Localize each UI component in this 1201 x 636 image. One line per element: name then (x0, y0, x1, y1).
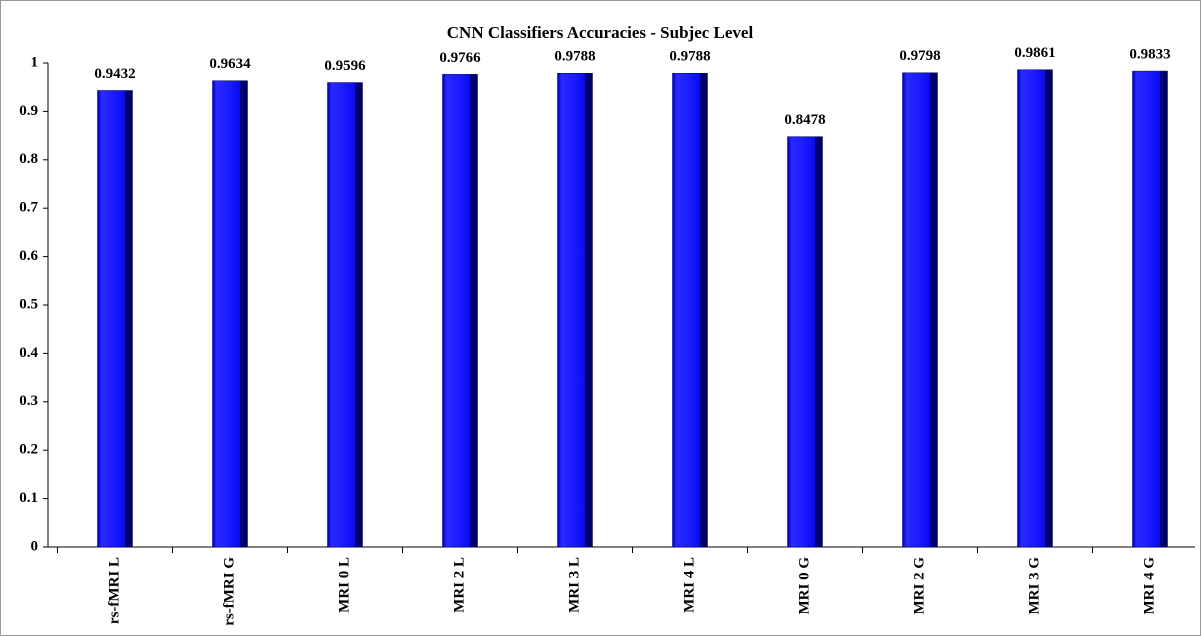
value-label: 0.9798 (899, 48, 940, 64)
value-label: 0.9766 (439, 50, 481, 66)
y-tick-label: 0.6 (19, 248, 38, 264)
bar (1017, 69, 1053, 548)
y-tick-label: 1 (31, 54, 39, 70)
bar (327, 82, 363, 548)
value-label: 0.9833 (1129, 47, 1170, 63)
y-tick-label: 0.1 (19, 490, 38, 506)
value-label: 0.9634 (209, 56, 251, 72)
x-tick-label: MRI 3 G (1026, 557, 1042, 615)
x-tick-label: MRI 2 G (911, 557, 927, 615)
bar (212, 80, 248, 548)
x-tick-label: rs-fMRI L (106, 557, 122, 624)
bar (1132, 70, 1168, 548)
value-label: 0.9861 (1014, 45, 1055, 61)
bar (672, 73, 708, 548)
x-tick-label: MRI 2 L (451, 557, 467, 613)
x-tick-label: MRI 3 L (566, 557, 582, 613)
chart-title: CNN Classifiers Accuracies - Subjec Leve… (447, 23, 754, 42)
value-label: 0.8478 (784, 112, 825, 128)
bar (787, 136, 823, 548)
bar (902, 72, 938, 548)
value-label: 0.9432 (94, 66, 135, 82)
x-tick-label: MRI 0 G (796, 557, 812, 615)
bar (97, 90, 133, 548)
x-tick-label: MRI 0 L (336, 557, 352, 613)
bar (557, 73, 593, 548)
y-tick-label: 0.8 (19, 151, 38, 167)
y-tick-label: 0 (31, 538, 39, 554)
value-label: 0.9788 (554, 49, 595, 65)
y-tick-label: 0.2 (19, 442, 38, 458)
bar (442, 74, 478, 548)
y-tick-label: 0.4 (19, 345, 38, 361)
y-tick-label: 0.9 (19, 103, 38, 119)
y-tick-label: 0.7 (19, 200, 38, 216)
value-label: 0.9788 (669, 49, 710, 65)
x-tick-label: MRI 4 G (1141, 557, 1157, 615)
y-tick-label: 0.3 (19, 393, 38, 409)
y-tick-label: 0.5 (19, 296, 38, 312)
value-label: 0.9596 (324, 58, 366, 74)
x-tick-label: rs-fMRI G (221, 557, 237, 626)
x-tick-label: MRI 4 L (681, 557, 697, 613)
